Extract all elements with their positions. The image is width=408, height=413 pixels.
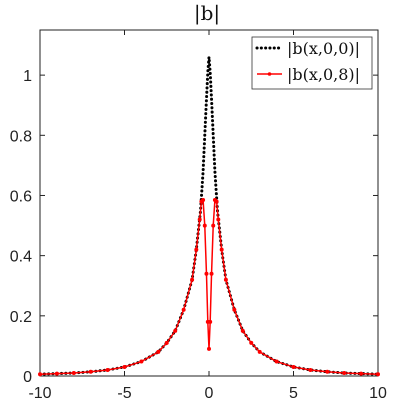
series-point-red (122, 364, 127, 369)
series-point-red (201, 197, 206, 202)
y-tick-label: 0 (23, 369, 32, 386)
x-tick-label: -10 (28, 385, 51, 402)
series-point-red (240, 328, 245, 333)
series-point-red (164, 340, 169, 345)
series-point-red (274, 359, 279, 364)
series-point-red (71, 370, 76, 375)
series-point-red (88, 369, 93, 374)
x-tick-label: 0 (205, 385, 214, 402)
series-point-red (156, 349, 161, 354)
legend: |b(x,0,0)| |b(x,0,8)| (251, 36, 373, 90)
series-point-red (308, 367, 313, 372)
series-point-red (206, 346, 211, 351)
y-tick-label: 0.4 (10, 249, 32, 266)
series-point-red (325, 369, 330, 374)
x-tick-label: 10 (369, 385, 387, 402)
series-point-red (209, 271, 214, 276)
series-point-red (194, 247, 199, 252)
series-layer (38, 55, 380, 377)
y-tick-label: 0.6 (10, 188, 32, 205)
series-point-red (359, 371, 364, 376)
y-tick-label: 1 (23, 68, 32, 85)
legend-marker-red (267, 72, 272, 76)
series-point-red (105, 367, 110, 372)
series-point-red (181, 307, 186, 312)
series-point-red (249, 340, 254, 345)
legend-label-black: |b(x,0,0)| (287, 39, 360, 58)
series-point-red (38, 372, 43, 377)
series-point-red (202, 223, 207, 228)
series-point-red (204, 271, 209, 276)
series-point-red (216, 217, 221, 222)
y-tick-label: 0.8 (10, 128, 32, 145)
series-point-red (208, 319, 213, 324)
series-point-red (375, 372, 380, 377)
series-point-red (211, 223, 216, 228)
series-point-red (257, 349, 262, 354)
x-tick-label: -5 (117, 385, 131, 402)
series-point-red (219, 247, 224, 252)
legend-box (251, 36, 373, 90)
series-point-red (223, 277, 228, 282)
series-point-red (342, 370, 347, 375)
series-point-red (54, 371, 59, 376)
series-point-red (197, 217, 202, 222)
series-point-red (232, 307, 237, 312)
series-point-red (173, 328, 178, 333)
legend-label-red: |b(x,0,8)| (287, 65, 360, 84)
y-tick-label: 0.2 (10, 309, 32, 326)
series-point-red (214, 199, 219, 204)
x-tick-label: 5 (289, 385, 298, 402)
series-point-red (291, 364, 296, 369)
chart-title: |b| (194, 1, 220, 26)
series-point-red (139, 359, 144, 364)
series-point-red (190, 277, 195, 282)
